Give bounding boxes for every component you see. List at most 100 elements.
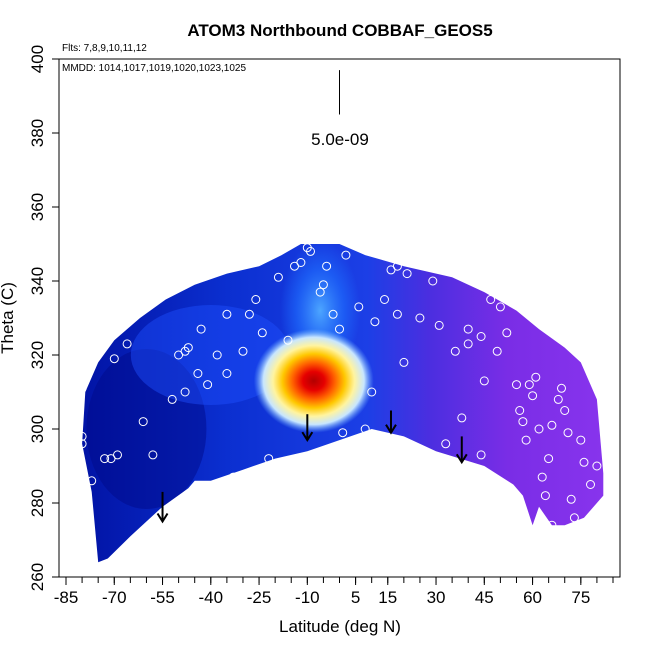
sample-point <box>338 428 348 438</box>
x-tick-label: -10 <box>295 588 320 607</box>
sample-point <box>540 491 550 501</box>
sample-point <box>518 417 528 427</box>
sample-point <box>524 380 534 390</box>
x-tick-label: -25 <box>247 588 272 607</box>
sample-point <box>441 439 451 449</box>
flight-arrow-head <box>156 512 169 524</box>
sample-points <box>77 243 602 571</box>
sample-point <box>569 513 579 523</box>
sample-point <box>463 339 473 349</box>
sample-point <box>360 424 370 434</box>
y-tick-label: 360 <box>28 193 47 221</box>
sample-point <box>306 246 315 256</box>
sample-point <box>547 520 557 530</box>
sample-point <box>167 394 177 404</box>
x-axis: -85 -70 -55 -40 -25 -10 5 15 30 45 60 75 <box>54 577 614 607</box>
x-tick-label: 60 <box>523 588 542 607</box>
x-tick-label: 5 <box>351 588 360 607</box>
flights-label: Flts: 7,8,9,10,11,12 <box>62 43 147 54</box>
flight-arrow <box>455 436 468 465</box>
x-axis-title: Latitude (deg N) <box>279 617 401 636</box>
sample-point <box>553 394 563 404</box>
sample-point <box>486 295 496 304</box>
sample-point <box>450 346 460 356</box>
sample-point <box>341 250 351 260</box>
flight-arrow <box>385 410 397 435</box>
sample-point <box>180 387 190 397</box>
y-tick-label: 320 <box>28 341 47 369</box>
sample-point <box>579 457 589 467</box>
sample-point <box>563 428 573 438</box>
y-axis-title: Theta (C) <box>0 282 17 354</box>
x-tick-label: 75 <box>571 588 590 607</box>
sample-point <box>544 454 554 464</box>
sample-point <box>537 472 547 482</box>
sample-point <box>148 450 158 460</box>
sample-point <box>203 380 213 390</box>
scale-bar-label: 5.0e-09 <box>311 130 369 149</box>
sample-point <box>428 276 438 286</box>
sample-point <box>463 324 473 334</box>
dates-label: MMDD: 1014,1017,1019,1020,1023,1025 <box>62 63 246 74</box>
sample-point <box>515 406 525 415</box>
sample-point <box>586 480 595 489</box>
sample-point <box>547 420 557 430</box>
sample-point <box>476 332 486 341</box>
sample-point <box>434 320 444 330</box>
sample-point <box>560 406 570 415</box>
x-tick-label: 30 <box>427 588 446 607</box>
sample-point <box>415 313 425 323</box>
sample-point <box>315 287 325 297</box>
sample-point <box>212 350 222 360</box>
sample-point <box>476 450 486 460</box>
flight-arrow <box>301 414 314 442</box>
sample-point <box>392 261 402 271</box>
sample-point <box>113 450 122 460</box>
x-tick-label: -85 <box>54 588 79 607</box>
sample-point <box>238 346 248 356</box>
sample-point <box>183 343 193 353</box>
sample-point <box>512 380 521 390</box>
field-feature-background-low <box>86 349 207 509</box>
x-tick-label: -40 <box>199 588 224 607</box>
sample-point <box>228 472 238 482</box>
y-axis: 260 280 300 320 340 360 380 400 <box>28 45 59 591</box>
sample-point <box>87 476 97 486</box>
sample-point <box>296 258 306 267</box>
sample-point <box>318 280 328 290</box>
sample-point <box>77 431 87 441</box>
sample-point <box>129 535 139 545</box>
sample-point <box>521 435 531 445</box>
sample-point <box>502 328 512 338</box>
y-tick-label: 380 <box>28 119 47 147</box>
sample-point <box>557 383 566 393</box>
sample-point <box>479 376 489 386</box>
sample-point <box>273 272 283 282</box>
sample-point <box>576 435 586 445</box>
x-tick-label: -55 <box>150 588 175 607</box>
sample-point <box>528 391 538 401</box>
sample-point <box>592 461 602 471</box>
sample-point <box>492 346 502 356</box>
sample-point <box>138 417 148 427</box>
sample-point <box>534 424 544 434</box>
sample-point <box>370 317 380 327</box>
sample-point <box>264 454 274 464</box>
sample-point <box>328 309 338 319</box>
field-feature-mid-blue <box>130 305 291 405</box>
sample-point <box>122 339 132 349</box>
flight-arrows <box>156 410 468 524</box>
sample-point <box>251 295 261 304</box>
sample-point <box>106 561 116 571</box>
sample-point <box>531 372 541 382</box>
sample-point <box>257 328 267 338</box>
sample-point <box>100 454 110 464</box>
sample-point <box>241 472 251 482</box>
sample-point <box>77 439 87 449</box>
sample-point <box>402 269 412 279</box>
chart-title: ATOM3 Northbound COBBAF_GEOS5 <box>187 21 492 40</box>
sample-point <box>495 302 505 312</box>
sample-point <box>322 261 332 271</box>
sample-point <box>193 369 203 378</box>
